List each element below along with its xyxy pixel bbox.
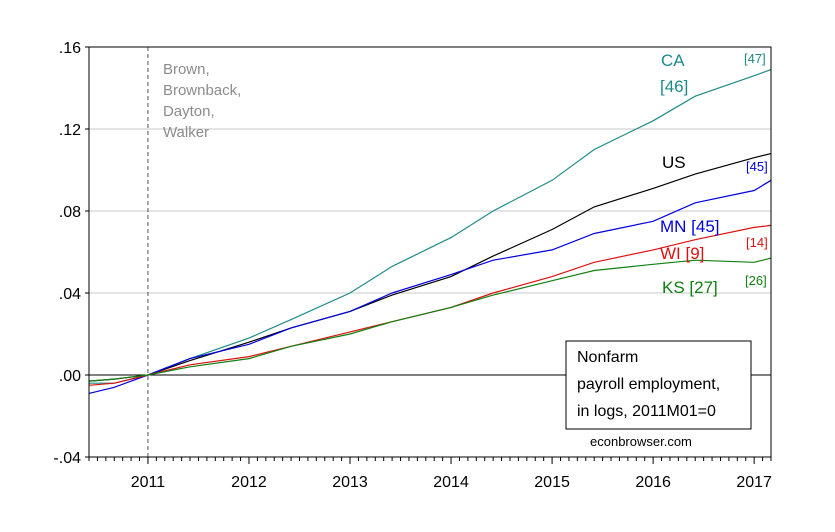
vertical-line-label-line: Brown, — [163, 61, 210, 78]
label-mn: [45] — [746, 159, 768, 174]
label-ca: [47] — [744, 51, 766, 66]
vertical-line-label-line: Walker — [163, 124, 209, 141]
x-tick-label: 2013 — [332, 474, 368, 491]
label-wi: [14] — [746, 235, 768, 250]
label-ca: [46] — [660, 77, 688, 96]
label-ca: CA — [661, 51, 685, 70]
y-tick-label: -.04 — [53, 450, 81, 467]
note-line-1: Nonfarm — [577, 349, 638, 366]
note-box-frame — [565, 340, 752, 430]
y-axis: -.04 .00 .04 .08 .12 .16 — [53, 40, 89, 467]
plot-frame — [88, 46, 772, 458]
series-line-mn — [88, 179, 772, 394]
x-tick-label: 2011 — [131, 474, 166, 491]
label-mn: MN [45] — [660, 217, 720, 236]
label-wi: WI [9] — [660, 244, 704, 263]
label-ks: [26] — [745, 273, 767, 288]
y-tick-label: .12 — [59, 122, 81, 139]
vertical-line-label: Brown, Brownback, Dayton, Walker — [163, 61, 241, 141]
vertical-line-label-line: Brownback, — [163, 82, 241, 99]
y-tick-label: .04 — [59, 286, 81, 303]
series-line-us — [88, 153, 772, 382]
y-tick-label: .00 — [59, 368, 81, 385]
series-lines — [88, 69, 772, 394]
x-tick-label: 2014 — [433, 474, 469, 491]
x-tick-label: 2016 — [635, 474, 671, 491]
note-box: Nonfarm payroll employment, in logs, 201… — [565, 340, 752, 430]
y-tick-label: .08 — [59, 204, 81, 221]
y-tick-label: .16 — [59, 40, 81, 57]
x-tick-label: 2012 — [231, 474, 267, 491]
series-annotations: CA [46] [47] US [45] MN [45] [14] WI [9] KS [27]… — [660, 51, 768, 297]
x-tick-label: 2017 — [736, 474, 772, 491]
x-tick-label: 2015 — [534, 474, 570, 491]
series-line-ks — [88, 257, 772, 382]
source-label: econbrowser.com — [590, 434, 692, 449]
note-line-2: payroll employment, — [577, 376, 720, 393]
label-ks: KS [27] — [662, 278, 718, 297]
x-axis: 2011 2012 2013 2014 2015 2016 2017 — [88, 457, 772, 491]
label-us: US — [662, 153, 686, 172]
note-line-3: in logs, 2011M01=0 — [577, 403, 716, 420]
vertical-line-label-line: Dayton, — [163, 103, 215, 120]
